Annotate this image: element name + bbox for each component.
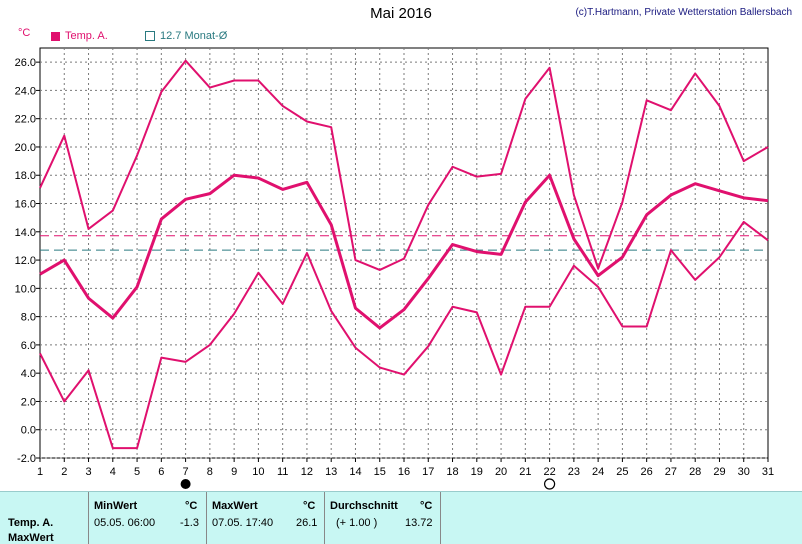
min-header: MinWert [94,500,138,512]
y-tick-label: 20.0 [15,142,36,154]
x-tick-label: 1 [37,466,43,478]
legend-monthly-swatch [145,31,155,41]
legend-monthly-label: 12.7 Monat-Ø [160,30,228,42]
y-tick-label: 6.0 [21,340,36,352]
credit-text: (c)T.Hartmann, Private Wetterstation Bal… [575,7,792,18]
x-tick-label: 29 [713,466,725,478]
y-tick-label: 2.0 [21,396,36,408]
y-tick-label: 16.0 [15,199,36,211]
y-tick-label: 14.0 [15,227,36,239]
max-unit: °C [303,500,316,512]
chart-title: Mai 2016 [370,5,432,22]
x-tick-label: 17 [422,466,434,478]
x-tick-label: 26 [641,466,653,478]
x-tick-label: 16 [398,466,410,478]
x-tick-label: 31 [762,466,774,478]
max-when: 07.05. 17:40 [212,517,274,529]
y-tick-label: 22.0 [15,114,36,126]
y-tick-label: 10.0 [15,283,36,295]
y-tick-label: 8.0 [21,312,36,324]
legend-temp-label: Temp. A. [65,30,108,42]
footer-row-label: Temp. A. [8,517,54,529]
avg-unit: °C [420,500,433,512]
x-tick-label: 12 [301,466,313,478]
x-tick-label: 4 [110,466,116,478]
x-tick-label: 18 [446,466,458,478]
max-header: MaxWert [212,500,258,512]
x-tick-label: 11 [277,466,288,478]
legend-temp-swatch [51,31,60,41]
x-tick-label: 14 [349,466,361,478]
x-tick-label: 5 [134,466,140,478]
x-tick-label: 19 [471,466,483,478]
min-value: -1.3 [180,517,199,529]
x-tick-label: 23 [568,466,580,478]
x-tick-label: 28 [689,466,701,478]
avg-diff: (+ 1.00 ) [336,517,378,529]
y-axis-unit: °C [18,27,31,39]
min-unit: °C [185,500,198,512]
legend-monthly-avg: 12.7 Monat-Ø [145,30,227,42]
new-moon-icon [180,479,191,489]
x-tick-label: 13 [325,466,337,478]
stats-footer: Temp. A. MaxWert MinWert °C 05.05. 06:00… [0,491,802,544]
y-tick-label: 18.0 [15,170,36,182]
y-tick-label: 0.0 [21,425,36,437]
x-tick-label: 30 [738,466,750,478]
y-tick-label: 24.0 [15,85,36,97]
footer-row-label-2: MaxWert [8,532,54,544]
x-tick-label: 6 [158,466,164,478]
x-tick-label: 27 [665,466,677,478]
series-line [39,173,769,330]
legend-temp: Temp. A. [51,30,108,42]
series-line [39,220,769,450]
min-when: 05.05. 06:00 [94,517,156,529]
footer-divider [324,492,325,544]
footer-divider [206,492,207,544]
y-tick-label: -2.0 [17,453,36,465]
avg-value: 13.72 [405,517,433,529]
y-tick-label: 4.0 [21,368,36,380]
max-value: 26.1 [296,517,318,529]
x-tick-label: 3 [85,466,91,478]
full-moon-icon [543,478,556,490]
x-tick-label: 7 [183,466,189,478]
temperature-chart: -2.0 0.0 2.0 4.0 6.0 8.0 10.0 12.0 14.0 16.0 18.0 2… [15,47,774,490]
x-tick-label: 22 [543,466,555,478]
y-tick-label: 12.0 [15,255,36,267]
x-tick-label: 8 [207,466,213,478]
footer-divider [88,492,89,544]
x-tick-label: 2 [61,466,67,478]
x-tick-label: 24 [592,466,604,478]
y-tick-label: 26.0 [15,57,36,69]
x-tick-label: 10 [252,466,264,478]
footer-divider [440,492,441,544]
x-tick-label: 15 [374,466,386,478]
x-tick-label: 21 [519,466,531,478]
x-tick-label: 9 [231,466,237,478]
avg-header: Durchschnitt [330,500,398,512]
series-line [39,59,769,271]
x-tick-label: 25 [616,466,628,478]
x-tick-label: 20 [495,466,507,478]
